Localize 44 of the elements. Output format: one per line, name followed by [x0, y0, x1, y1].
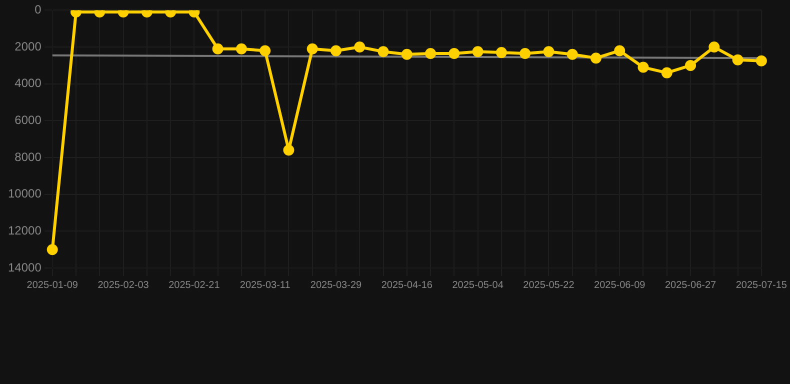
- y-tick-label: 4000: [14, 76, 42, 90]
- point: [425, 48, 436, 59]
- point: [448, 48, 460, 59]
- point: [543, 46, 554, 58]
- point: [638, 62, 649, 73]
- point: [614, 45, 626, 56]
- point: [708, 42, 720, 53]
- point: [496, 47, 507, 58]
- point: [46, 244, 58, 256]
- y-tick-label: 10000: [8, 186, 42, 201]
- x-tick-label: 2025-01-09: [26, 280, 78, 291]
- y-tick-label: 12000: [8, 223, 42, 238]
- x-tick-label: 2025-06-09: [594, 280, 646, 291]
- x-tick-label: 2025-07-15: [736, 280, 788, 291]
- point: [330, 45, 342, 56]
- y-tick-label: 14000: [8, 260, 42, 274]
- point: [260, 45, 271, 56]
- point: [354, 42, 366, 53]
- point: [756, 55, 767, 66]
- point: [472, 46, 484, 58]
- x-tick-label: 2025-03-29: [310, 280, 362, 291]
- point: [212, 43, 224, 54]
- point: [236, 43, 247, 54]
- point: [685, 60, 696, 71]
- point: [661, 67, 672, 78]
- point: [732, 54, 744, 66]
- point: [566, 48, 578, 60]
- point: [520, 48, 531, 59]
- y-tick-label: 2000: [14, 39, 42, 54]
- x-tick-label: 2025-05-22: [523, 280, 575, 291]
- x-tick-label: 2025-05-04: [452, 280, 504, 291]
- y-tick-label: 6000: [14, 113, 42, 127]
- x-tick-label: 2025-03-11: [240, 280, 291, 291]
- x-tick-label: 2025-02-03: [98, 280, 150, 291]
- x-tick-label: 2025-04-16: [381, 280, 433, 291]
- x-tick-label: 2025-02-21: [168, 280, 220, 291]
- y-tick-label: 8000: [14, 150, 42, 164]
- point: [283, 144, 294, 156]
- point: [306, 43, 318, 54]
- y-tick-label: 0: [34, 2, 42, 17]
- point: [401, 48, 412, 60]
- point: [590, 52, 602, 64]
- point: [378, 46, 389, 58]
- x-tick-label: 2025-06-27: [664, 280, 717, 291]
